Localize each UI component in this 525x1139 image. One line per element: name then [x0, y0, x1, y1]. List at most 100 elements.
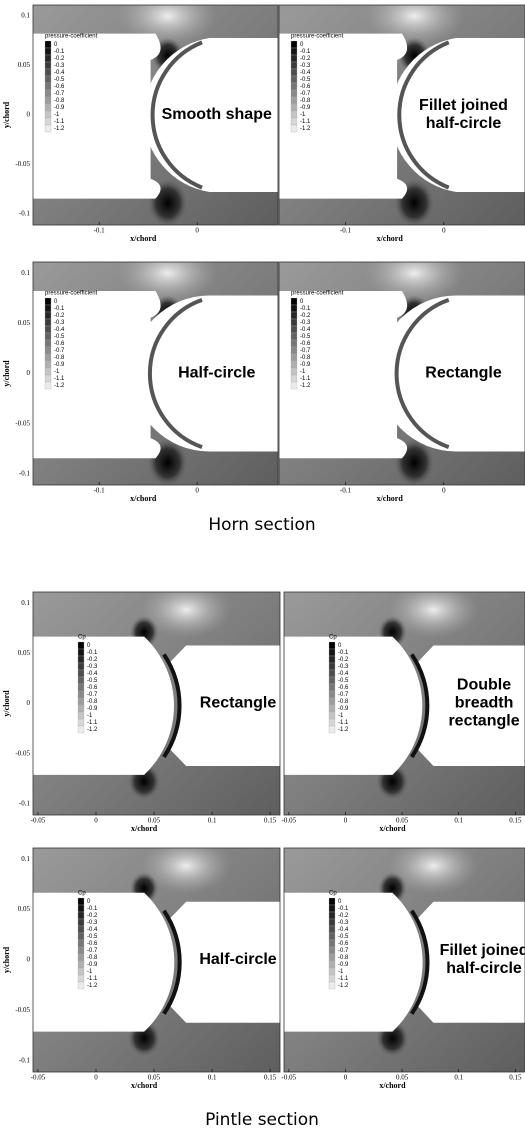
y-tick-label: 0.05	[18, 649, 31, 657]
legend-label: -0.5	[87, 678, 98, 684]
y-tick-label: 0	[27, 369, 31, 377]
legend-label: -0.3	[338, 664, 349, 670]
y-tick-label: -0.1	[19, 799, 31, 807]
y-axis-label: y/chord	[2, 360, 11, 387]
legend-label: -0.8	[300, 98, 311, 104]
panel-label: Fillet joined	[440, 942, 525, 959]
x-tick-label: -0.1	[94, 227, 106, 235]
legend-label: -0.6	[54, 84, 65, 90]
legend-swatch	[78, 677, 84, 684]
y-tick-label: 0.05	[18, 905, 31, 913]
legend-label: -1	[300, 369, 306, 375]
legend-swatch	[78, 982, 84, 989]
legend-label: -0.4	[300, 70, 311, 76]
panel: Cp0-0.1-0.2-0.3-0.4-0.5-0.6-0.7-0.8-0.9-…	[282, 838, 525, 1090]
legend-label: -0.5	[338, 934, 349, 940]
legend-swatch	[45, 97, 51, 104]
legend-swatch	[45, 118, 51, 125]
x-tick-label: 0.15	[264, 1074, 277, 1082]
y-tick-label: -0.05	[15, 1006, 30, 1014]
legend-label: -1.2	[54, 126, 65, 132]
x-axis-label: x/chord	[130, 494, 157, 503]
legend-swatch	[78, 975, 84, 982]
figure: pressure-coefficient0-0.1-0.2-0.3-0.4-0.…	[0, 0, 525, 1139]
legend-label: -1.2	[300, 383, 311, 389]
legend-label: -1.2	[338, 983, 349, 989]
white-left	[33, 34, 161, 199]
legend-swatch	[329, 663, 335, 670]
x-tick-label: 0.1	[454, 1074, 463, 1082]
y-tick-label: 0.1	[21, 599, 30, 607]
panel-label: breadth	[455, 695, 514, 712]
legend-swatch	[45, 76, 51, 83]
legend-label: -0.3	[338, 920, 349, 926]
legend-label: -0.8	[87, 699, 98, 705]
panel-label: Rectangle	[425, 365, 502, 382]
legend-swatch	[78, 698, 84, 705]
x-axis-label: x/chord	[131, 824, 158, 833]
panel-label: half-circle	[426, 115, 502, 132]
legend-label: -0.5	[54, 334, 65, 340]
legend-swatch	[45, 125, 51, 132]
legend-swatch	[291, 76, 297, 83]
legend-swatch	[329, 705, 335, 712]
legend-label: -0.7	[87, 692, 98, 698]
legend-label: -0.7	[87, 948, 98, 954]
x-tick-label: 0	[195, 487, 199, 495]
legend-swatch	[329, 933, 335, 940]
panel: pressure-coefficient0-0.1-0.2-0.3-0.4-0.…	[2, 243, 278, 503]
legend-swatch	[78, 712, 84, 719]
legend-swatch	[291, 340, 297, 347]
legend-label: -0.8	[338, 955, 349, 961]
panel-label: Smooth shape	[162, 106, 272, 123]
legend-swatch	[78, 649, 84, 656]
legend-swatch	[291, 361, 297, 368]
legend-swatch	[78, 954, 84, 961]
legend-swatch	[329, 919, 335, 926]
legend-swatch	[291, 48, 297, 55]
legend-swatch	[291, 333, 297, 340]
legend-swatch	[329, 670, 335, 677]
legend-label: -0.1	[300, 306, 311, 312]
legend-label: -0.9	[54, 105, 65, 111]
legend-swatch	[45, 333, 51, 340]
legend-label: -0.8	[338, 699, 349, 705]
legend-label: -0.4	[338, 927, 349, 933]
section-caption: Pintle section	[205, 1110, 319, 1130]
section-caption: Horn section	[208, 515, 315, 535]
legend-label: -0.7	[300, 91, 311, 97]
legend-label: -0.3	[300, 320, 311, 326]
legend-swatch	[45, 104, 51, 111]
legend-label: -0.4	[338, 671, 349, 677]
legend-swatch	[45, 69, 51, 76]
y-tick-label: -0.05	[15, 160, 30, 168]
panel-label: Double	[457, 677, 511, 694]
legend-label: -0.1	[338, 650, 349, 656]
legend-label: -0.1	[87, 650, 98, 656]
legend-label: -0.2	[300, 313, 311, 319]
legend-label: -0.2	[300, 56, 311, 62]
panel: pressure-coefficient0-0.1-0.2-0.3-0.4-0.…	[279, 0, 525, 243]
legend-label: -0.2	[54, 56, 65, 62]
legend-swatch	[329, 642, 335, 649]
legend-swatch	[45, 298, 51, 305]
legend-swatch	[291, 382, 297, 389]
legend-swatch	[45, 305, 51, 312]
y-tick-label: 0	[27, 956, 31, 964]
legend-label: -0.9	[87, 962, 98, 968]
legend-label: -0.9	[338, 706, 349, 712]
x-tick-label: 0.15	[264, 817, 277, 825]
x-tick-label: -0.05	[31, 1074, 46, 1082]
x-tick-label: -0.1	[340, 227, 352, 235]
legend-label: -0.4	[87, 927, 98, 933]
legend-swatch	[78, 898, 84, 905]
legend-label: -0.4	[87, 671, 98, 677]
legend-swatch	[45, 361, 51, 368]
legend-swatch	[291, 118, 297, 125]
y-tick-label: -0.1	[19, 469, 31, 477]
x-tick-label: 0	[442, 487, 446, 495]
legend-swatch	[291, 354, 297, 361]
legend-label: -0.3	[87, 664, 98, 670]
legend-swatch	[329, 954, 335, 961]
white-left	[284, 893, 423, 1032]
